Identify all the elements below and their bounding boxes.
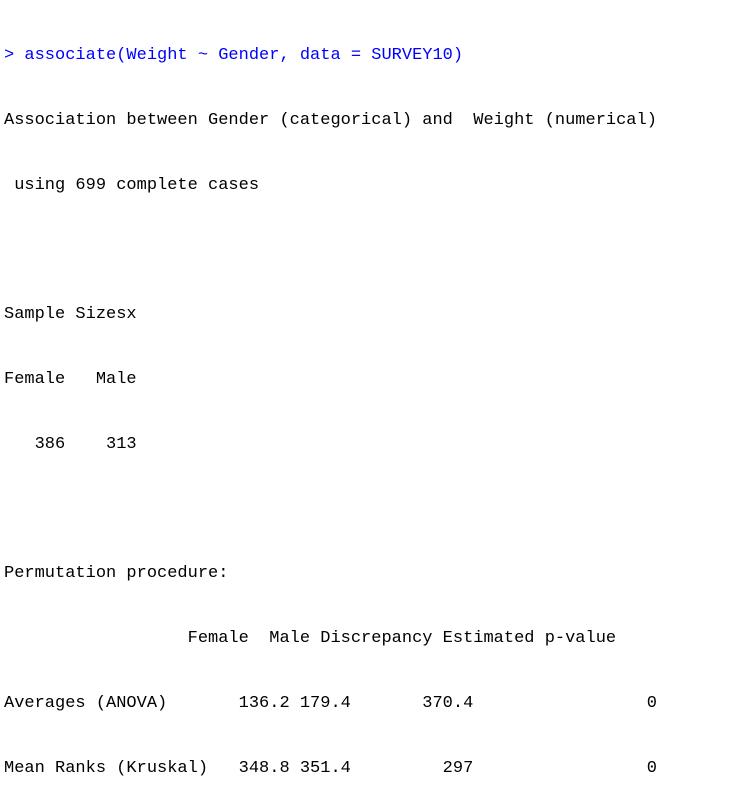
- blank-line: [4, 499, 752, 521]
- console-command-line: > associate(Weight ~ Gender, data = SURV…: [4, 46, 464, 66]
- permutation-row-mean-ranks: Mean Ranks (Kruskal) 348.8 351.4 297 0: [4, 758, 657, 778]
- sample-sizes-values: 386 313: [4, 434, 137, 454]
- permutation-row-averages: Averages (ANOVA) 136.2 179.4 370.4 0: [4, 694, 657, 713]
- association-header: Association between Gender (categorical)…: [4, 110, 657, 130]
- permutation-title: Permutation procedure:: [4, 564, 229, 584]
- sample-sizes-title: Sample Sizesx: [4, 305, 137, 325]
- r-console-output: > associate(Weight ~ Gender, data = SURV…: [4, 2, 752, 810]
- complete-cases-line: using 699 complete cases: [4, 175, 260, 195]
- blank-line: [4, 240, 752, 262]
- sample-sizes-header: Female Male: [4, 370, 137, 390]
- permutation-table-header: Female Male Discrepancy Estimated p-valu…: [4, 629, 617, 649]
